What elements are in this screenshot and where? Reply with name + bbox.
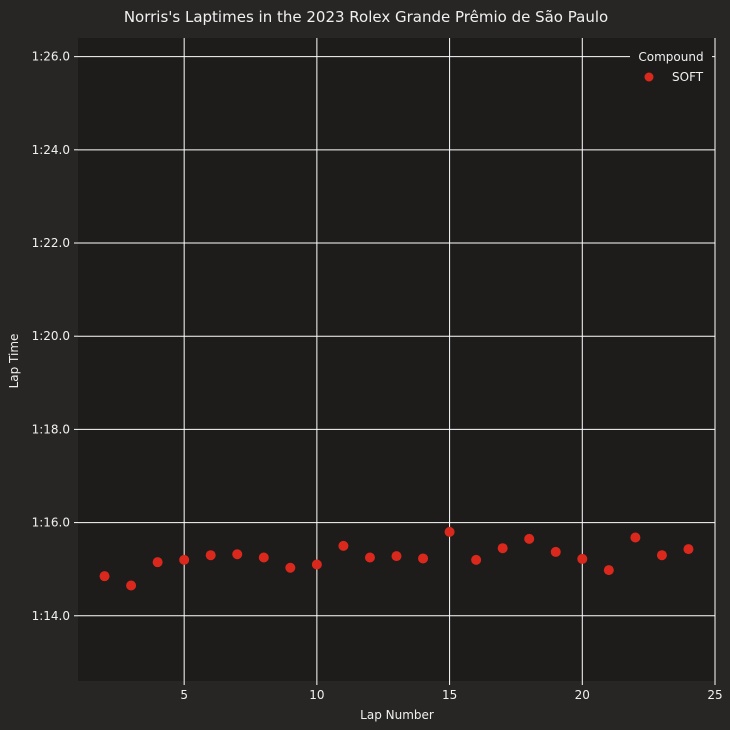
y-tick-label: 1:20.0: [32, 329, 70, 343]
data-point: [338, 540, 349, 551]
x-tick-label: 15: [442, 688, 457, 702]
legend-marker-soft: [644, 72, 654, 82]
y-tick-label: 1:26.0: [32, 50, 70, 64]
data-point: [524, 533, 535, 544]
legend-box: [630, 46, 712, 90]
y-axis-ticks: 1:14.0 1:16.0 1:18.0 1:20.0 1:22.0 1:24.0 1:26…: [32, 50, 78, 623]
data-point: [550, 546, 561, 557]
x-tick-label: 25: [707, 688, 722, 702]
legend: Compound SOFT: [630, 46, 712, 90]
data-point: [471, 554, 482, 565]
x-tick-label: 5: [180, 688, 188, 702]
y-tick-label: 1:16.0: [32, 516, 70, 530]
y-tick-label: 1:18.0: [32, 422, 70, 436]
data-point: [99, 571, 110, 582]
y-axis-label: Lap Time: [7, 334, 21, 389]
y-tick-label: 1:22.0: [32, 236, 70, 250]
x-axis-ticks: 5 10 15 20 25: [180, 681, 723, 702]
data-point: [630, 532, 641, 543]
data-point: [444, 526, 455, 537]
data-point: [179, 554, 190, 565]
legend-title: Compound: [638, 50, 703, 64]
data-point: [418, 553, 429, 564]
x-tick-label: 20: [575, 688, 590, 702]
chart-title: Norris's Laptimes in the 2023 Rolex Gran…: [124, 8, 608, 26]
y-tick-label: 1:24.0: [32, 143, 70, 157]
data-point: [577, 553, 588, 564]
data-point: [311, 559, 322, 570]
grid-lines: [78, 38, 716, 681]
plot-area: [78, 38, 715, 681]
data-point: [603, 565, 614, 576]
data-point: [285, 562, 296, 573]
data-point: [205, 550, 216, 561]
y-tick-label: 1:14.0: [32, 609, 70, 623]
x-tick-label: 10: [309, 688, 324, 702]
data-point: [391, 551, 402, 562]
legend-entry-soft: SOFT: [672, 70, 704, 84]
data-point: [497, 543, 508, 554]
data-points: [99, 526, 694, 591]
data-point: [683, 544, 694, 555]
data-point: [232, 549, 243, 560]
data-point: [126, 580, 137, 591]
data-point: [258, 552, 269, 563]
data-point: [364, 552, 375, 563]
data-point: [656, 550, 667, 561]
data-point: [152, 557, 163, 568]
x-axis-label: Lap Number: [360, 708, 434, 722]
